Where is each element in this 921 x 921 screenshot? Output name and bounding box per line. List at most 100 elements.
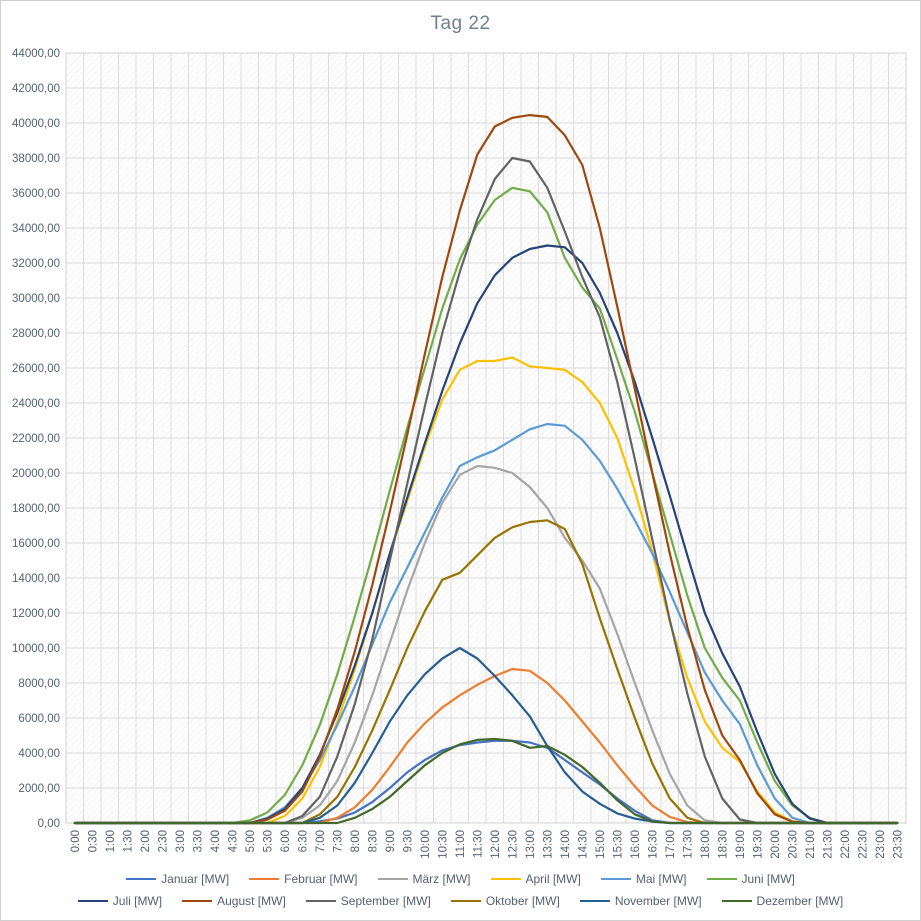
legend-label-november-mw: November [MW] bbox=[614, 894, 702, 908]
x-axis-tick-label: 2:00 bbox=[140, 830, 152, 852]
x-axis-tick-label: 18:00 bbox=[700, 830, 712, 859]
x-axis-tick-label: 10:30 bbox=[437, 830, 449, 859]
legend-row-2: Juli [MW] August [MW] September [MW] Oktobe… bbox=[1, 894, 920, 908]
x-axis-tick-label: 8:30 bbox=[367, 830, 379, 852]
x-axis-tick-label: 9:30 bbox=[402, 830, 414, 852]
legend-item-juni-mw[interactable]: Juni [MW] bbox=[706, 872, 795, 886]
x-axis-tick-label: 5:00 bbox=[245, 830, 257, 852]
x-axis-tick-label: 15:30 bbox=[612, 830, 624, 859]
y-axis-tick-label: 6000,00 bbox=[18, 713, 60, 725]
legend-item-april-mw[interactable]: April [MW] bbox=[490, 872, 581, 886]
legend-label-august-mw: August [MW] bbox=[217, 894, 286, 908]
y-axis-tick-label: 26000,00 bbox=[12, 363, 60, 375]
x-axis-tick-label: 2:30 bbox=[157, 830, 169, 852]
x-axis-tick-label: 21:30 bbox=[822, 830, 834, 859]
legend-label-mai-mw: Mai [MW] bbox=[635, 872, 687, 886]
legend-item-januar-mw[interactable]: Januar [MW] bbox=[126, 872, 229, 886]
x-axis-tick-label: 12:00 bbox=[490, 830, 502, 859]
x-axis-tick-label: 11:00 bbox=[455, 830, 467, 858]
y-axis-tick-label: 30000,00 bbox=[12, 293, 60, 305]
legend-item-juli-mw[interactable]: Juli [MW] bbox=[77, 894, 163, 908]
x-axis-tick-label: 16:30 bbox=[647, 830, 659, 859]
legend-item-august-mw[interactable]: August [MW] bbox=[182, 894, 286, 908]
legend-line-swatch-april-mw bbox=[490, 878, 521, 880]
legend-line-swatch-juni-mw bbox=[706, 878, 737, 880]
y-axis-tick-label: 20000,00 bbox=[12, 468, 60, 480]
x-axis-tick-label: 1:00 bbox=[105, 830, 117, 852]
x-axis-tick-label: 22:00 bbox=[840, 830, 852, 859]
y-axis-tick-label: 28000,00 bbox=[12, 328, 60, 340]
y-axis-tick-label: 16000,00 bbox=[12, 538, 60, 550]
x-axis-tick-label: 11:30 bbox=[472, 830, 484, 858]
x-axis-tick-label: 20:00 bbox=[770, 830, 782, 859]
x-axis-tick-label: 4:30 bbox=[227, 830, 239, 852]
x-axis-tick-label: 7:30 bbox=[332, 830, 344, 852]
legend-label-marz-mw: März [MW] bbox=[412, 872, 471, 886]
x-axis-tick-label: 0:00 bbox=[70, 830, 82, 852]
legend-label-oktober-mw: Oktober [MW] bbox=[485, 894, 560, 908]
chart-title[interactable]: Tag 22 bbox=[430, 13, 491, 34]
legend-item-februar-mw[interactable]: Februar [MW] bbox=[249, 872, 358, 886]
y-axis-tick-label: 32000,00 bbox=[12, 258, 60, 270]
x-axis-tick-label: 22:30 bbox=[857, 830, 869, 859]
y-axis-tick-label: 24000,00 bbox=[12, 398, 60, 410]
x-axis-tick-label: 13:00 bbox=[525, 830, 537, 859]
axis-labels: 0,00 2000,00 4000,00 6000,00 8000,00 10000,00… bbox=[12, 48, 904, 859]
x-axis-tick-label: 17:30 bbox=[682, 830, 694, 859]
legend-line-swatch-januar-mw bbox=[126, 878, 157, 880]
legend-row-1: Januar [MW] Februar [MW] März [MW] April [M… bbox=[1, 872, 920, 886]
x-axis-tick-label: 6:30 bbox=[297, 830, 309, 852]
x-axis-tick-label: 1:30 bbox=[122, 830, 134, 852]
legend-item-dezember-mw[interactable]: Dezember [MW] bbox=[721, 894, 844, 908]
legend-line-swatch-marz-mw bbox=[377, 878, 408, 880]
legend-line-swatch-november-mw bbox=[579, 900, 610, 902]
x-axis-tick-label: 15:00 bbox=[595, 830, 607, 859]
y-axis-tick-label: 2000,00 bbox=[18, 783, 60, 795]
x-axis-tick-label: 3:30 bbox=[192, 830, 204, 852]
x-axis-tick-label: 23:30 bbox=[892, 830, 904, 859]
x-axis-tick-label: 3:00 bbox=[175, 830, 187, 852]
legend-item-oktober-mw[interactable]: Oktober [MW] bbox=[450, 894, 560, 908]
x-axis-tick-label: 14:00 bbox=[560, 830, 572, 859]
legend-label-juni-mw: Juni [MW] bbox=[741, 872, 795, 886]
y-axis-tick-label: 40000,00 bbox=[12, 118, 60, 130]
legend-label-juli-mw: Juli [MW] bbox=[112, 894, 163, 908]
legend-line-swatch-august-mw bbox=[182, 900, 213, 902]
y-axis-tick-label: 44000,00 bbox=[12, 48, 60, 60]
legend-item-marz-mw[interactable]: März [MW] bbox=[377, 872, 471, 886]
legend-label-april-mw: April [MW] bbox=[525, 872, 581, 886]
legend-label-februar-mw: Februar [MW] bbox=[284, 872, 358, 886]
legend-line-swatch-mai-mw bbox=[600, 878, 631, 880]
x-axis-tick-label: 13:30 bbox=[542, 830, 554, 859]
y-axis-tick-label: 38000,00 bbox=[12, 153, 60, 165]
legend-item-mai-mw[interactable]: Mai [MW] bbox=[600, 872, 687, 886]
legend-label-januar-mw: Januar [MW] bbox=[161, 872, 230, 886]
legend-line-swatch-september-mw bbox=[305, 900, 336, 902]
legend-label-dezember-mw: Dezember [MW] bbox=[756, 894, 844, 908]
x-axis-tick-label: 14:30 bbox=[577, 830, 589, 859]
series-line-dezember-mw[interactable] bbox=[73, 737, 899, 825]
x-axis-tick-label: 9:00 bbox=[385, 830, 397, 852]
y-axis-tick-label: 0,00 bbox=[38, 818, 60, 830]
y-axis-tick-label: 4000,00 bbox=[18, 748, 60, 760]
x-axis-tick-label: 19:00 bbox=[735, 830, 747, 859]
x-axis-tick-label: 21:00 bbox=[805, 830, 817, 859]
x-axis-tick-label: 18:30 bbox=[717, 830, 729, 859]
x-axis-tick-label: 12:30 bbox=[507, 830, 519, 859]
legend-item-november-mw[interactable]: November [MW] bbox=[579, 894, 702, 908]
x-axis-tick-label: 4:00 bbox=[210, 830, 222, 852]
y-axis-tick-label: 18000,00 bbox=[12, 503, 60, 515]
plot-border bbox=[65, 52, 907, 824]
x-axis-tick-label: 17:00 bbox=[665, 830, 677, 859]
y-axis-tick-label: 42000,00 bbox=[12, 83, 60, 95]
x-axis-tick-label: 23:00 bbox=[875, 830, 887, 859]
legend-line-swatch-juli-mw bbox=[77, 900, 108, 902]
series-lines bbox=[73, 113, 899, 825]
y-axis-tick-label: 12000,00 bbox=[12, 608, 60, 620]
y-axis-tick-label: 34000,00 bbox=[12, 223, 60, 235]
x-axis-tick-label: 20:30 bbox=[787, 830, 799, 859]
x-axis-tick-label: 19:30 bbox=[752, 830, 764, 859]
legend-item-september-mw[interactable]: September [MW] bbox=[305, 894, 431, 908]
